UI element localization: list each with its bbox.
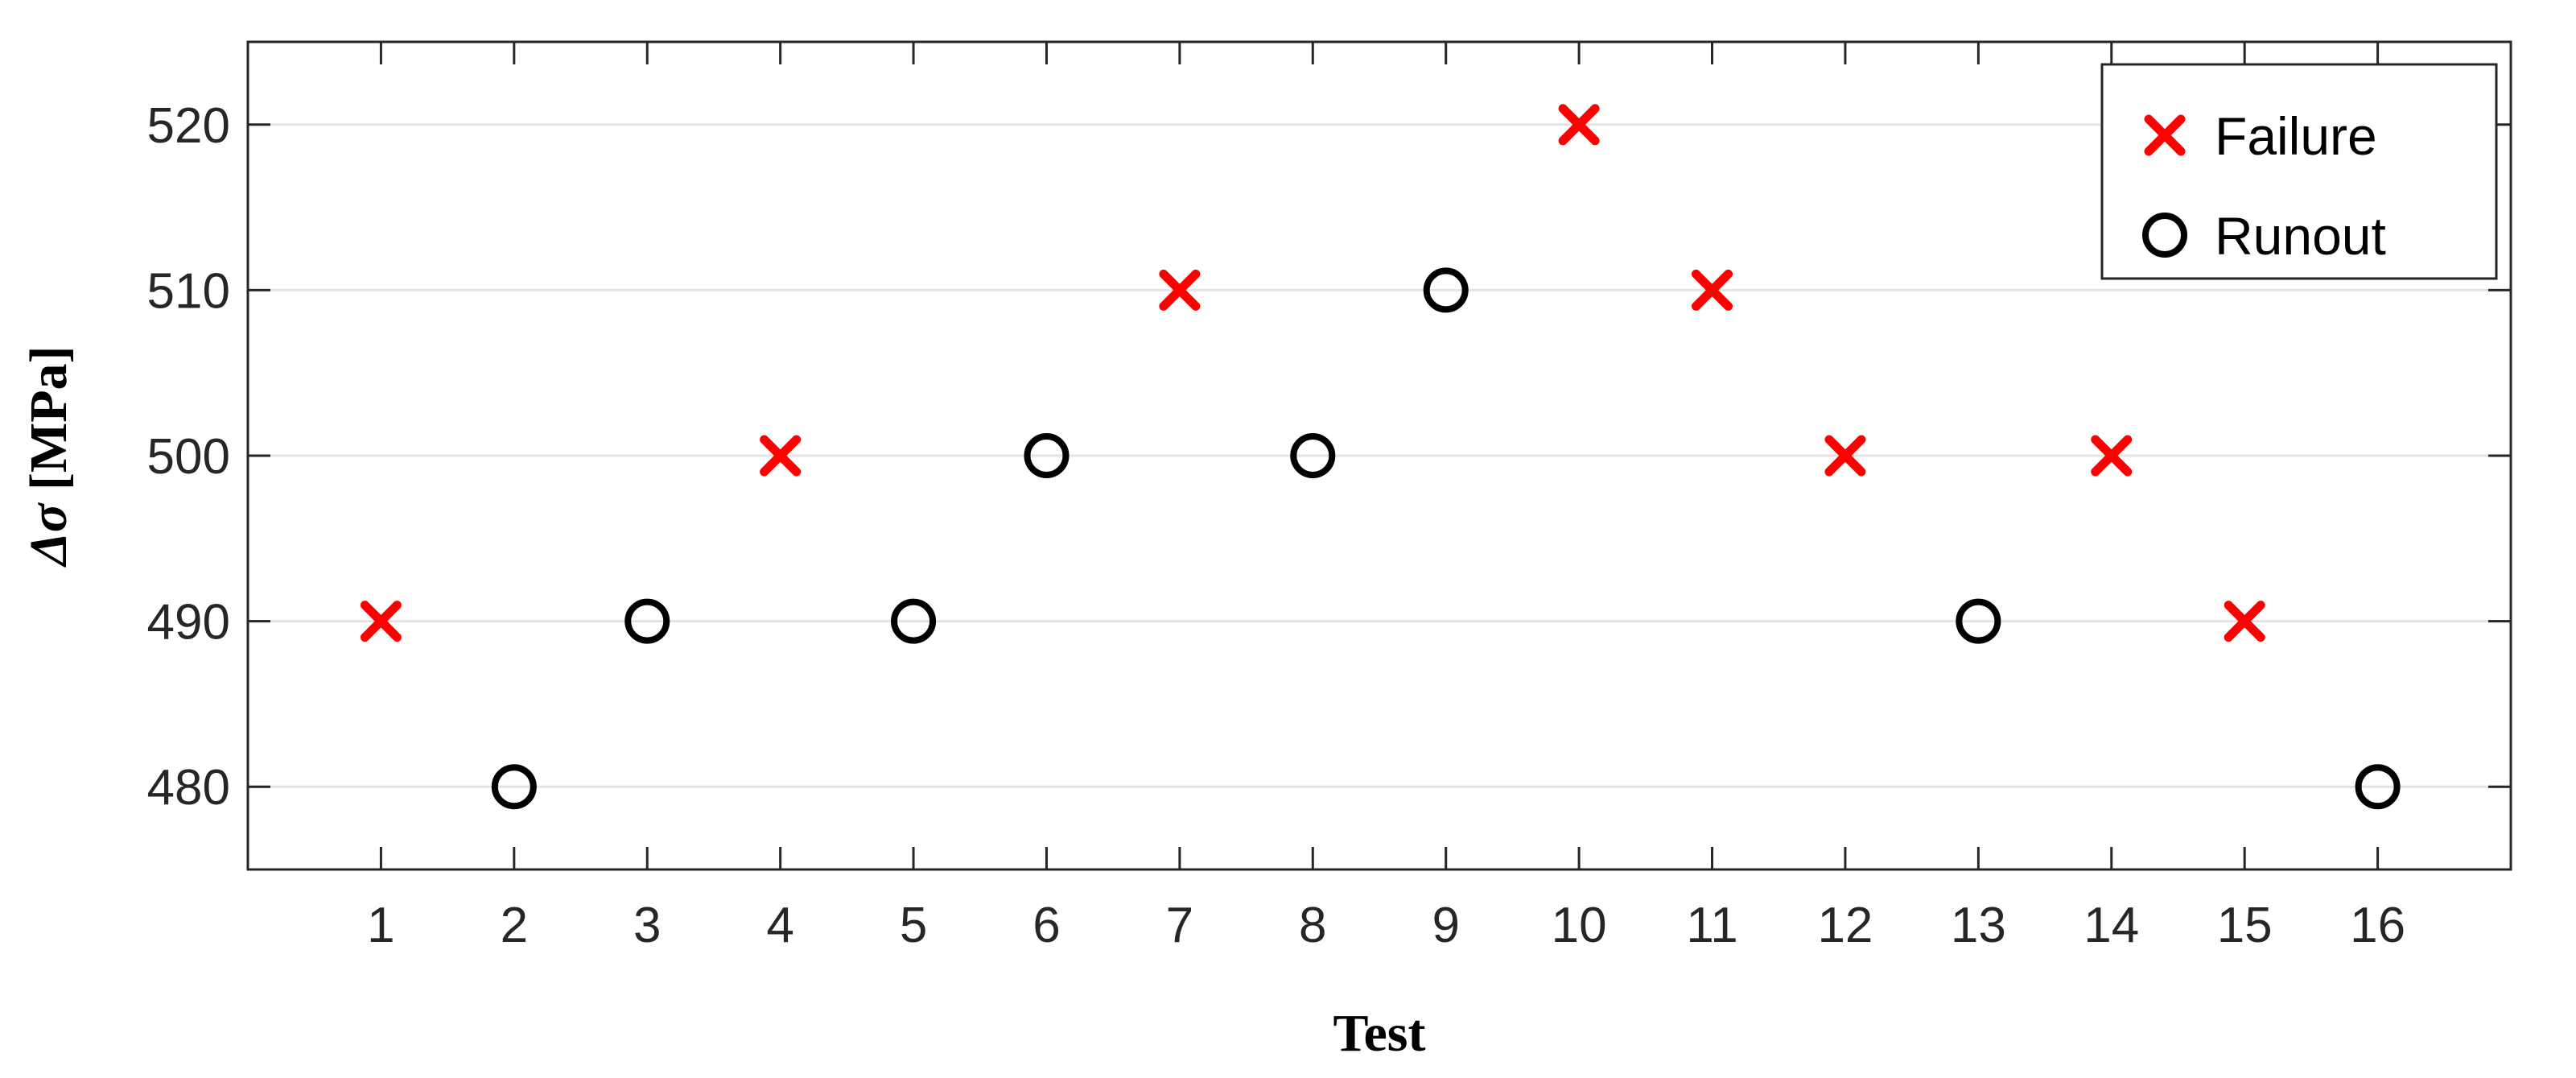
legend-label-failure: Failure — [2215, 106, 2377, 166]
x-tick-label: 12 — [1817, 898, 1873, 953]
x-tick-label: 16 — [2350, 898, 2405, 953]
legend-marker-runout — [2142, 213, 2187, 258]
runout-point — [2355, 764, 2401, 810]
x-tick-label: 6 — [1032, 898, 1060, 953]
x-axis-title: Test — [1333, 1004, 1426, 1063]
failure-point — [1824, 435, 1866, 477]
runout-point — [491, 764, 537, 810]
legend-box — [2100, 63, 2498, 280]
runout-point — [891, 598, 937, 644]
x-tick-label: 8 — [1299, 898, 1326, 953]
x-tick-label: 4 — [766, 898, 793, 953]
y-tick-label: 510 — [147, 263, 230, 319]
y-tick-label: 520 — [147, 98, 230, 154]
runout-point — [1956, 598, 2001, 644]
legend: Failure Runout — [2100, 63, 2498, 280]
x-tick-label: 14 — [2083, 898, 2139, 953]
x-tick-label: 9 — [1432, 898, 1459, 953]
failure-point — [2091, 435, 2133, 477]
x-tick-label: 11 — [1686, 898, 1737, 953]
legend-marker-failure — [2144, 114, 2186, 156]
runout-point — [1024, 433, 1070, 478]
failure-point — [1558, 104, 1600, 146]
failure-point — [360, 601, 402, 642]
y-axis-title: Δσ [MPa] — [19, 345, 78, 568]
failure-point — [760, 435, 802, 477]
y-tick-label: 480 — [147, 760, 230, 816]
x-tick-label: 3 — [633, 898, 661, 953]
runout-point — [1423, 267, 1469, 313]
failure-point — [2224, 601, 2265, 642]
x-tick-label: 2 — [501, 898, 528, 953]
y-axis-unit: [MPa] — [19, 345, 78, 490]
x-tick-label: 10 — [1552, 898, 1607, 953]
x-tick-label: 15 — [2217, 898, 2273, 953]
x-tick-label: 1 — [367, 898, 394, 953]
failure-point — [1159, 269, 1201, 311]
legend-label-runout: Runout — [2215, 206, 2386, 266]
x-tick-label: 7 — [1166, 898, 1193, 953]
x-tick-label: 13 — [1951, 898, 2006, 953]
x-tick-label: 5 — [900, 898, 927, 953]
failure-point — [1692, 269, 1733, 311]
y-tick-label: 500 — [147, 429, 230, 485]
data-marks — [360, 104, 2401, 810]
runout-point — [624, 598, 670, 644]
y-axis-symbol: Δσ — [19, 502, 78, 568]
y-tick-label: 490 — [147, 595, 230, 651]
runout-point — [1290, 433, 1336, 478]
